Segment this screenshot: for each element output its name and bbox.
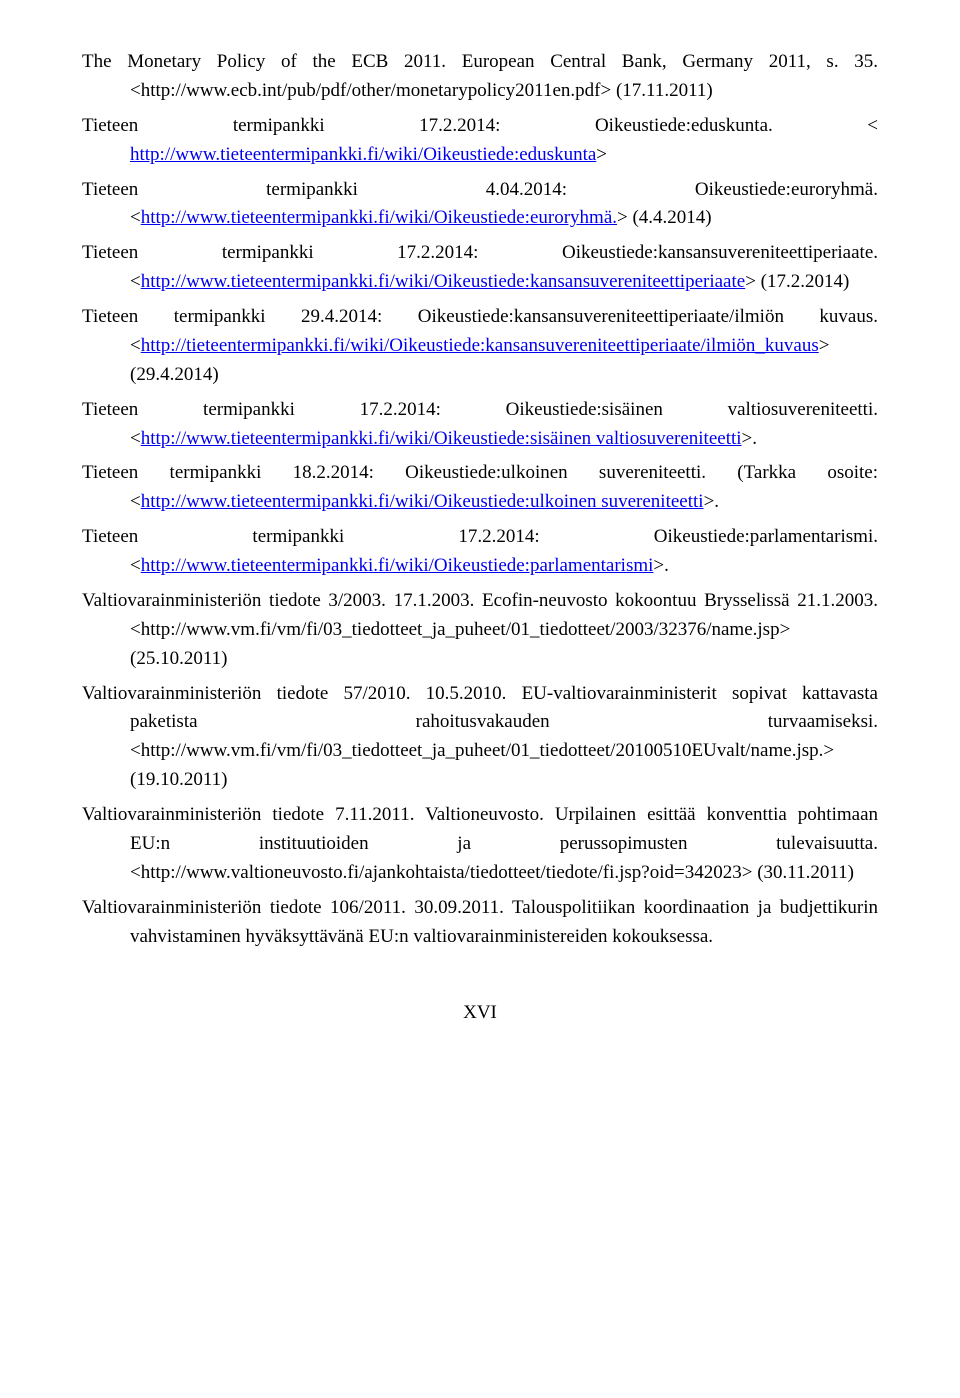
entry-text: >. bbox=[742, 428, 757, 449]
entry-link[interactable]: http://www.tieteentermipankki.fi/wiki/Oi… bbox=[141, 491, 704, 512]
entry-link[interactable]: http://www.tieteentermipankki.fi/wiki/Oi… bbox=[141, 271, 745, 292]
entry-text: Valtiovarainministeriön tiedote 57/2010.… bbox=[82, 683, 878, 791]
entry-text: >. bbox=[653, 555, 668, 576]
bibliography-entry: Valtiovarainministeriön tiedote 3/2003. … bbox=[82, 587, 878, 674]
entry-link[interactable]: http://www.tieteentermipankki.fi/wiki/Oi… bbox=[141, 555, 654, 576]
bibliography-list: The Monetary Policy of the ECB 2011. Eur… bbox=[82, 48, 878, 951]
bibliography-entry: Tieteen termipankki 18.2.2014: Oikeustie… bbox=[82, 459, 878, 517]
entry-link[interactable]: http://www.tieteentermipankki.fi/wiki/Oi… bbox=[141, 207, 617, 228]
entry-text: Valtiovarainministeriön tiedote 106/2011… bbox=[82, 897, 878, 947]
entry-link[interactable]: http://tieteentermipankki.fi/wiki/Oikeus… bbox=[141, 335, 819, 356]
entry-text: Valtiovarainministeriön tiedote 7.11.201… bbox=[82, 804, 878, 883]
entry-link[interactable]: http://www.tieteentermipankki.fi/wiki/Oi… bbox=[130, 144, 596, 165]
entry-text: Valtiovarainministeriön tiedote 3/2003. … bbox=[82, 590, 878, 669]
page: The Monetary Policy of the ECB 2011. Eur… bbox=[0, 0, 960, 1398]
entry-text: >. bbox=[704, 491, 719, 512]
entry-text: > bbox=[596, 144, 607, 165]
bibliography-entry: Valtiovarainministeriön tiedote 57/2010.… bbox=[82, 680, 878, 796]
bibliography-entry: Tieteen termipankki 17.2.2014: Oikeustie… bbox=[82, 396, 878, 454]
bibliography-entry: Valtiovarainministeriön tiedote 7.11.201… bbox=[82, 801, 878, 888]
bibliography-entry: Tieteen termipankki 4.04.2014: Oikeustie… bbox=[82, 176, 878, 234]
bibliography-entry: Valtiovarainministeriön tiedote 106/2011… bbox=[82, 894, 878, 952]
bibliography-entry: Tieteen termipankki 17.2.2014: Oikeustie… bbox=[82, 239, 878, 297]
entry-text: Tieteen termipankki 17.2.2014: Oikeustie… bbox=[82, 115, 878, 136]
entry-text: > (17.2.2014) bbox=[745, 271, 849, 292]
entry-link[interactable]: http://www.tieteentermipankki.fi/wiki/Oi… bbox=[141, 428, 742, 449]
entry-text: The Monetary Policy of the ECB 2011. Eur… bbox=[82, 51, 878, 101]
bibliography-entry: Tieteen termipankki 17.2.2014: Oikeustie… bbox=[82, 523, 878, 581]
bibliography-entry: Tieteen termipankki 17.2.2014: Oikeustie… bbox=[82, 112, 878, 170]
bibliography-entry: Tieteen termipankki 29.4.2014: Oikeustie… bbox=[82, 303, 878, 390]
entry-text: > (4.4.2014) bbox=[617, 207, 712, 228]
bibliography-entry: The Monetary Policy of the ECB 2011. Eur… bbox=[82, 48, 878, 106]
page-number: XVI bbox=[82, 999, 878, 1028]
